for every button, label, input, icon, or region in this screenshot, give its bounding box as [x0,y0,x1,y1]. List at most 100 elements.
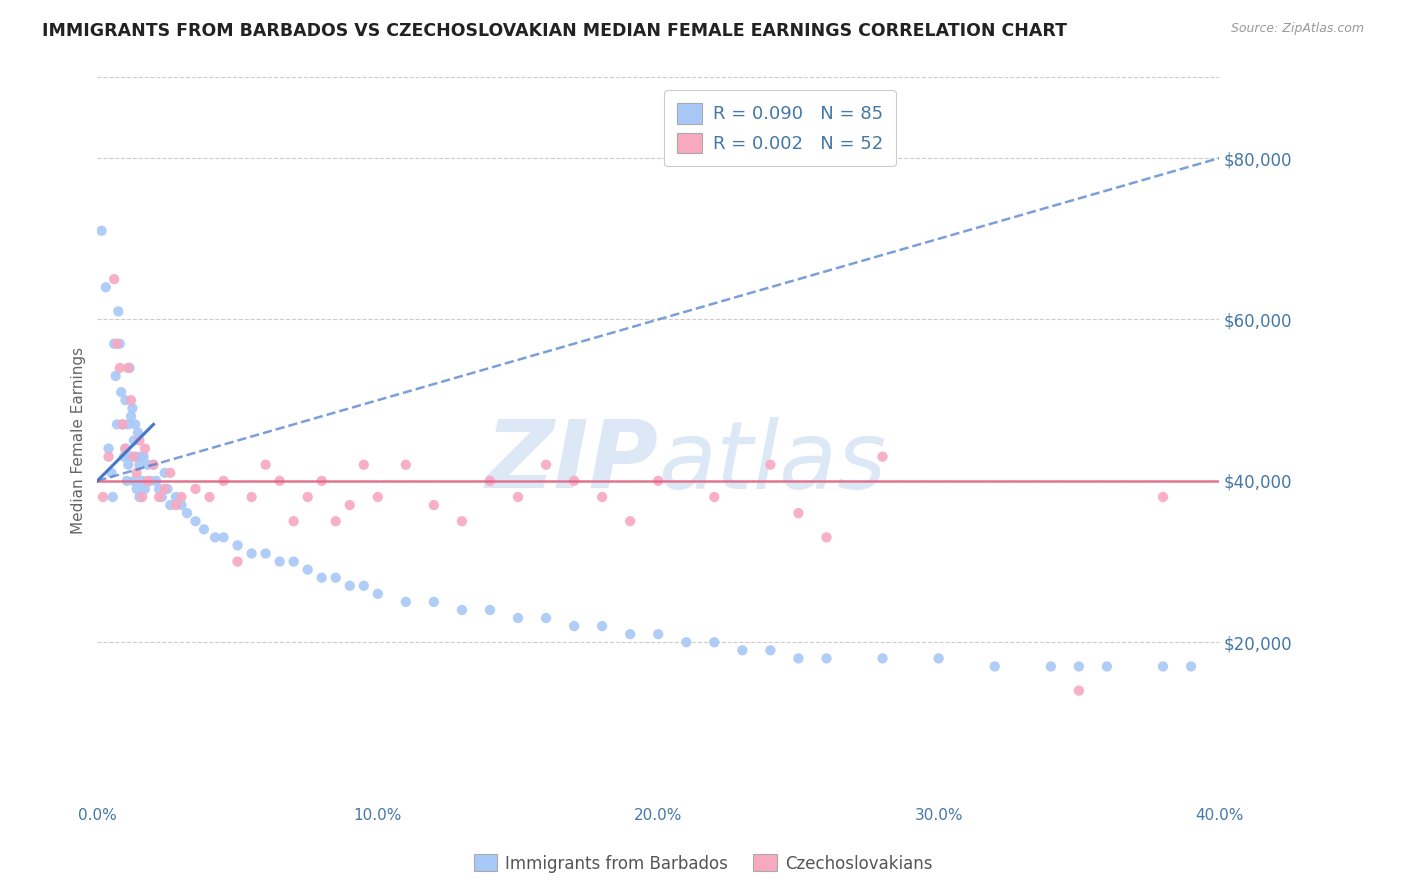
Point [153,482,176,496]
Point [297,563,319,577]
Point [131,474,153,488]
Point [339,579,361,593]
Point [131,490,153,504]
Point [928,651,950,665]
Point [165,498,187,512]
Point [128,490,150,504]
Point [94,280,117,294]
Point [90,224,112,238]
Point [269,474,291,488]
Point [100,466,122,480]
Point [170,490,193,504]
Point [787,506,810,520]
Point [1180,659,1202,673]
Point [101,490,124,504]
Point [122,450,145,464]
Point [184,482,207,496]
Point [108,336,131,351]
Point [675,635,697,649]
Point [120,409,142,424]
Point [647,474,669,488]
Point [170,498,193,512]
Point [562,619,585,633]
Point [198,490,221,504]
Point [619,627,641,641]
Point [325,571,347,585]
Point [148,482,170,496]
Point [114,393,136,408]
Point [184,514,207,528]
Point [1095,659,1118,673]
Point [128,458,150,472]
Point [103,272,125,286]
Point [562,474,585,488]
Point [759,643,782,657]
Text: IMMIGRANTS FROM BARBADOS VS CZECHOSLOVAKIAN MEDIAN FEMALE EARNINGS CORRELATION C: IMMIGRANTS FROM BARBADOS VS CZECHOSLOVAK… [42,22,1067,40]
Point [122,474,145,488]
Point [193,522,215,536]
Point [240,547,263,561]
Point [111,417,134,432]
Point [125,450,148,464]
Point [451,603,474,617]
Point [254,458,277,472]
Point [311,474,333,488]
Point [150,490,173,504]
Point [451,514,474,528]
Point [129,450,152,464]
Point [125,466,148,480]
Point [121,401,143,416]
Point [1067,683,1090,698]
Point [353,579,375,593]
Point [127,425,149,440]
Point [97,442,120,456]
Point [134,482,156,496]
Point [115,474,138,488]
Point [872,651,894,665]
Point [269,555,291,569]
Point [872,450,894,464]
Point [105,336,128,351]
Point [212,530,235,544]
Point [731,643,754,657]
Text: ZIP: ZIP [485,417,658,508]
Point [591,490,613,504]
Point [120,450,142,464]
Legend: Immigrants from Barbados, Czechoslovakians: Immigrants from Barbados, Czechoslovakia… [467,847,939,880]
Point [478,474,501,488]
Point [1152,490,1174,504]
Point [478,603,501,617]
Point [105,417,128,432]
Point [423,595,446,609]
Point [159,498,181,512]
Point [325,514,347,528]
Point [114,442,136,456]
Point [367,587,389,601]
Point [759,458,782,472]
Text: Source: ZipAtlas.com: Source: ZipAtlas.com [1230,22,1364,36]
Point [212,474,235,488]
Point [118,360,141,375]
Point [395,458,418,472]
Point [91,490,114,504]
Y-axis label: Median Female Earnings: Median Female Earnings [72,347,86,534]
Point [159,466,181,480]
Point [117,360,139,375]
Point [787,651,810,665]
Point [423,498,446,512]
Point [97,450,120,464]
Point [112,450,135,464]
Point [134,442,156,456]
Point [367,490,389,504]
Point [353,458,375,472]
Point [226,538,249,552]
Point [619,514,641,528]
Point [506,490,529,504]
Point [122,434,145,448]
Point [136,458,159,472]
Point [153,466,176,480]
Point [254,547,277,561]
Point [139,474,162,488]
Point [647,627,669,641]
Point [136,474,159,488]
